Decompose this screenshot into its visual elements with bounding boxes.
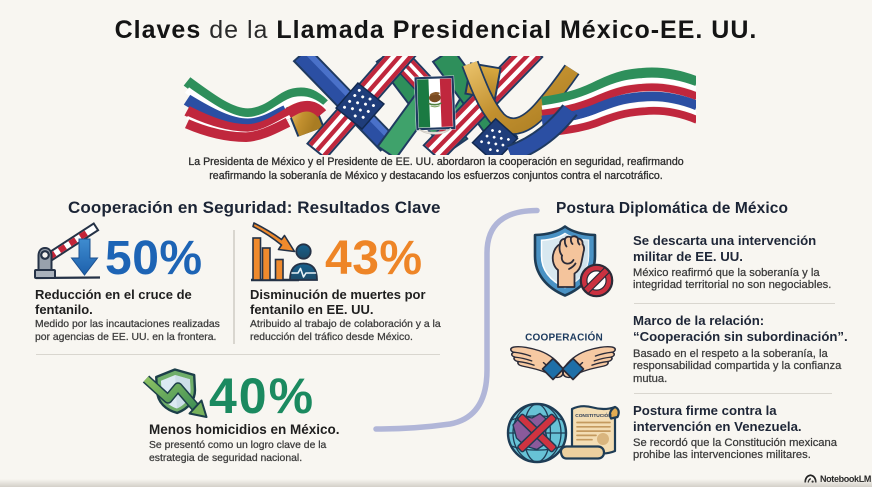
svg-text:COOPERACIÓN: COOPERACIÓN [525,331,603,344]
svg-text:CONSTITUCIÓN: CONSTITUCIÓN [575,411,612,419]
